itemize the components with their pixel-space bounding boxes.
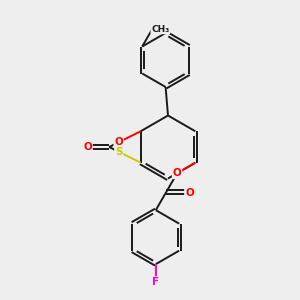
Text: S: S: [115, 147, 122, 157]
Text: O: O: [185, 188, 194, 198]
Text: O: O: [83, 142, 92, 152]
Text: F: F: [152, 277, 159, 287]
Text: O: O: [173, 168, 182, 178]
Text: O: O: [114, 137, 123, 147]
Text: CH₃: CH₃: [151, 25, 169, 34]
